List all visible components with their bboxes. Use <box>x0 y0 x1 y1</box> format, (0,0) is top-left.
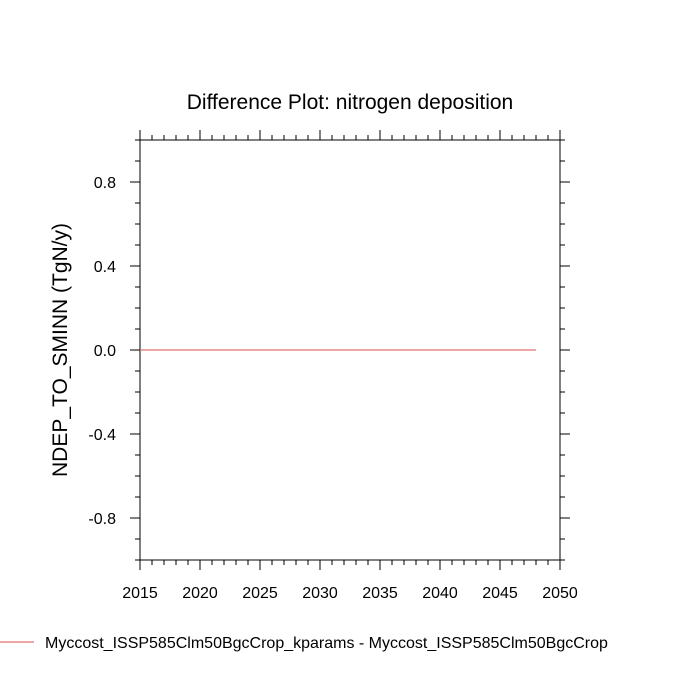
x-tick-label: 2030 <box>302 585 338 602</box>
x-tick-label: 2025 <box>242 585 278 602</box>
y-tick-label: 0.8 <box>94 175 116 192</box>
x-tick-label: 2015 <box>122 585 158 602</box>
legend: Myccost_ISSP585Clm50BgcCrop_kparams - My… <box>0 635 608 652</box>
x-tick-label: 2035 <box>362 585 398 602</box>
y-axis-label: NDEP_TO_SMINN (TgN/y) <box>49 223 72 477</box>
axis-ticks <box>130 130 570 570</box>
legend-label: Myccost_ISSP585Clm50BgcCrop_kparams - My… <box>45 635 608 652</box>
axis-tick-labels: 2015 2020 2025 2030 2035 2040 2045 2050 0.8 0.4 0.… <box>88 175 577 602</box>
y-tick-label: -0.8 <box>88 511 116 528</box>
x-tick-label: 2040 <box>422 585 458 602</box>
x-tick-label: 2020 <box>182 585 218 602</box>
y-tick-label: 0.4 <box>94 259 116 276</box>
x-tick-label: 2045 <box>482 585 518 602</box>
x-tick-label: 2050 <box>542 585 578 602</box>
y-tick-label: -0.4 <box>88 427 116 444</box>
chart-title: Difference Plot: nitrogen deposition <box>187 91 513 114</box>
y-tick-label: 0.0 <box>94 343 116 360</box>
